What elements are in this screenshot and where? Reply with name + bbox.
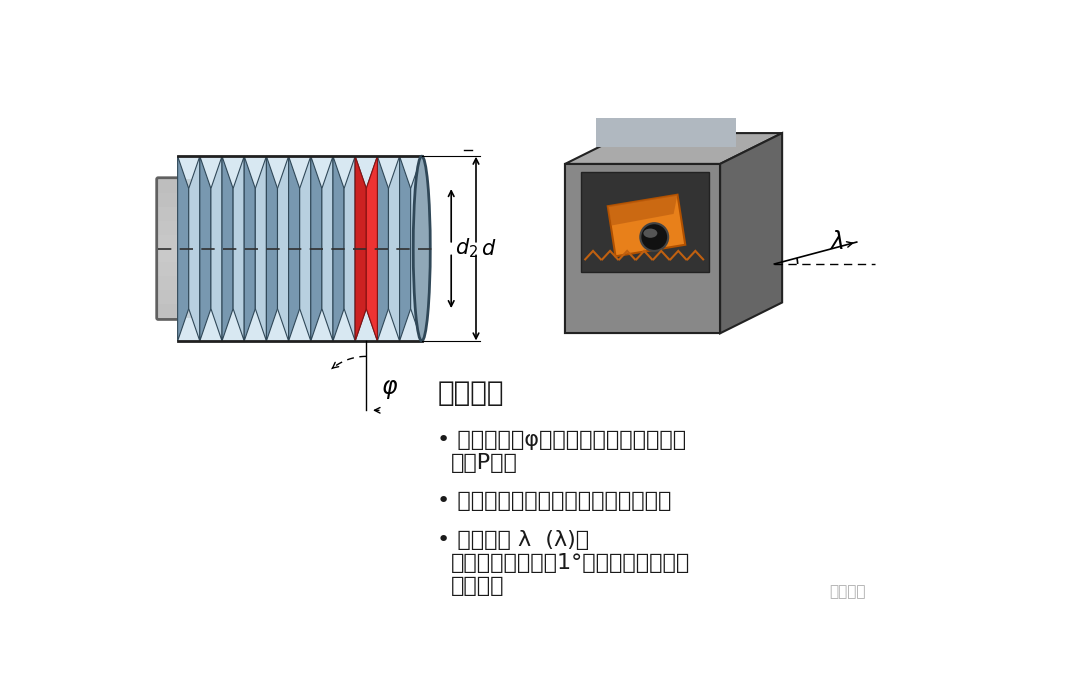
- Polygon shape: [366, 156, 377, 341]
- Text: • 刃倾角为 λ  (λ)。: • 刃倾角为 λ (λ)。: [437, 529, 590, 549]
- Polygon shape: [255, 156, 267, 341]
- Text: $\lambda$: $\lambda$: [829, 230, 843, 255]
- Bar: [177, 156, 422, 341]
- Text: 距（P）。: 距（P）。: [451, 453, 518, 473]
- Polygon shape: [233, 156, 244, 341]
- Bar: [159, 235, 201, 248]
- Polygon shape: [355, 156, 366, 341]
- Polygon shape: [177, 156, 189, 341]
- Ellipse shape: [414, 156, 430, 341]
- Text: • 通过更换刀垫调整刀片的牙侧后角。: • 通过更换刀垫调整刀片的牙侧后角。: [437, 491, 672, 511]
- Bar: [159, 304, 201, 318]
- Polygon shape: [267, 156, 278, 341]
- Polygon shape: [355, 156, 366, 341]
- Polygon shape: [322, 156, 333, 341]
- Polygon shape: [366, 156, 377, 341]
- Polygon shape: [377, 156, 389, 341]
- Polygon shape: [565, 133, 782, 164]
- Polygon shape: [222, 156, 233, 341]
- Ellipse shape: [644, 228, 658, 238]
- Text: • 螺旋升角（φ）取决于螺纹的直径和螺: • 螺旋升角（φ）取决于螺纹的直径和螺: [437, 430, 687, 450]
- Bar: [159, 207, 201, 221]
- Polygon shape: [189, 156, 200, 341]
- Polygon shape: [720, 133, 782, 334]
- Text: $d_2$: $d_2$: [455, 237, 478, 260]
- Text: 美日分享: 美日分享: [829, 584, 866, 599]
- Bar: [159, 290, 201, 304]
- Polygon shape: [565, 164, 720, 334]
- Bar: [159, 179, 201, 193]
- Polygon shape: [244, 156, 255, 341]
- Polygon shape: [608, 194, 677, 226]
- Polygon shape: [299, 156, 311, 341]
- Polygon shape: [311, 156, 322, 341]
- Bar: [596, 118, 735, 147]
- Bar: [159, 262, 201, 276]
- Polygon shape: [278, 156, 288, 341]
- Polygon shape: [565, 164, 720, 334]
- Polygon shape: [200, 156, 211, 341]
- Polygon shape: [400, 156, 410, 341]
- Bar: [159, 193, 201, 207]
- Text: 准刀垫。: 准刀垫。: [451, 576, 504, 596]
- Polygon shape: [608, 194, 685, 256]
- Text: $d$: $d$: [482, 239, 497, 259]
- Bar: [581, 172, 708, 272]
- Polygon shape: [389, 156, 400, 341]
- Polygon shape: [211, 156, 222, 341]
- Text: $\varphi$: $\varphi$: [381, 376, 399, 401]
- Bar: [159, 221, 201, 235]
- FancyBboxPatch shape: [157, 178, 202, 320]
- Bar: [159, 276, 201, 290]
- Text: 最常见的刃倾角为1°，对应刀柄中的标: 最常见的刃倾角为1°，对应刀柄中的标: [451, 553, 690, 573]
- Polygon shape: [410, 156, 422, 341]
- Text: 螺旋升角: 螺旋升角: [437, 379, 503, 408]
- Polygon shape: [333, 156, 345, 341]
- Bar: [159, 248, 201, 262]
- Polygon shape: [288, 156, 299, 341]
- Polygon shape: [345, 156, 355, 341]
- Circle shape: [640, 224, 669, 251]
